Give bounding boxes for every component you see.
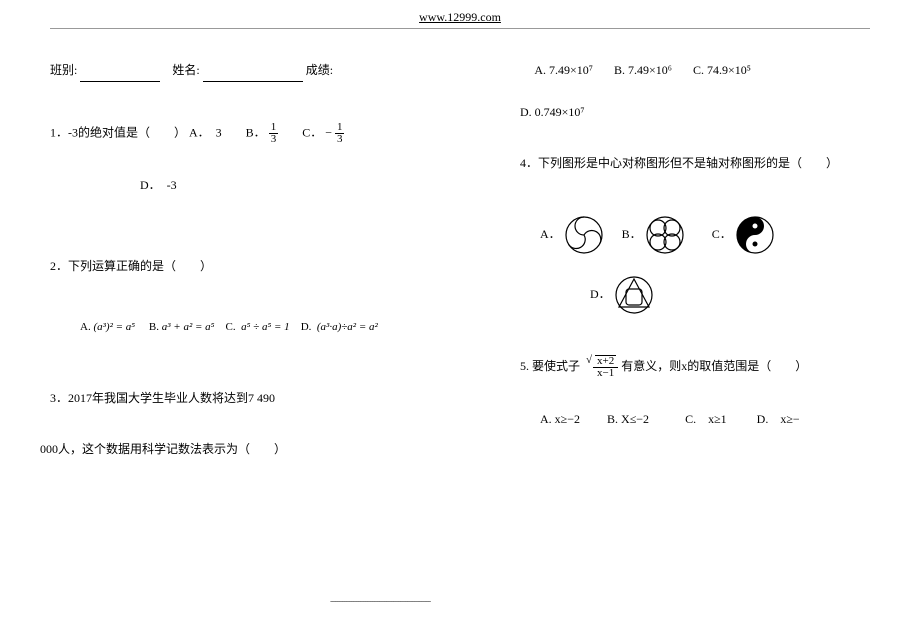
q2-D-expr: (a³·a)÷a² = a²: [317, 321, 378, 333]
q1-b-den: 3: [269, 134, 279, 145]
q2-A: A.: [80, 321, 91, 333]
q2-D: D.: [301, 321, 312, 333]
q5: 5. 要使式子 x+2 x−1 有意义，则x的取值范围是（ ）: [520, 355, 920, 379]
q5-C: C. x≥1: [685, 412, 727, 426]
q3-option-d: D. 0.749×10⁷: [520, 102, 920, 124]
q5-num: x+2: [593, 355, 618, 368]
q3-C: C. 74.9×10⁵: [693, 63, 751, 77]
q1-optB-frac: 1 3: [269, 122, 279, 145]
q3-B: B. 7.49×10⁶: [614, 63, 672, 77]
q1-c-num: 1: [335, 122, 345, 134]
score-label: 成绩:: [306, 63, 333, 77]
q5-suffix: 有意义，则x的取值范围是（ ）: [621, 359, 807, 373]
q4-C: C．: [712, 227, 732, 241]
q2-A-expr: (a³)² = a⁵: [93, 321, 135, 333]
q1-d-row: D． -3: [140, 175, 470, 197]
q2-options: A. (a³)² = a⁵ B. a³ + a² = a⁵ C. a⁵ ÷ a⁵…: [80, 318, 470, 338]
q1-c-den: 3: [335, 134, 345, 145]
q5-options: A. x≥−2 B. X≤−2 C. x≥1 D. x≥−: [540, 409, 920, 431]
header-url: www.12999.com: [419, 10, 501, 25]
q2-B-expr: a³ + a² = a⁵: [162, 321, 215, 333]
q4-B: B．: [622, 227, 642, 241]
q3-line2: 000人，这个数据用科学记数法表示为（ ）: [40, 439, 470, 461]
q1-optA: 3: [216, 125, 222, 139]
bottom-rule: ----------------------------------------…: [330, 596, 590, 607]
q5-frac: x+2 x−1: [593, 355, 618, 379]
left-column: 班别: 姓名: 成绩: 1．-3的绝对值是（ ） A． 3 B． 1 3 C． …: [50, 40, 470, 479]
q1-optC-frac: 1 3: [335, 122, 345, 145]
q2-C-expr: a⁵ ÷ a⁵ = 1: [241, 321, 290, 333]
right-column: A. 7.49×10⁷ B. 7.49×10⁶ C. 74.9×10⁵ D. 0…: [520, 40, 920, 448]
class-label: 班别:: [50, 63, 77, 77]
q3-A: A. 7.49×10⁷: [534, 63, 593, 77]
name-blank[interactable]: [203, 68, 303, 82]
q5-A: A. x≥−2: [540, 412, 580, 426]
q1-optA-label: A．: [189, 125, 210, 139]
petal-icon: [645, 215, 685, 255]
q5-den: x−1: [593, 368, 618, 379]
q2-stem: 2．下列运算正确的是（ ）: [50, 259, 212, 273]
q3-D: D. 0.749×10⁷: [520, 105, 585, 119]
q1: 1．-3的绝对值是（ ） A． 3 B． 1 3 C． − 1 3: [50, 122, 470, 145]
q1-optC-label: C．: [302, 125, 322, 139]
name-label: 姓名:: [172, 63, 199, 77]
triangle-square-icon: [614, 275, 654, 315]
q2: 2．下列运算正确的是（ ）: [50, 256, 470, 278]
top-rule: [50, 28, 870, 29]
q3-l2: 000人，这个数据用科学记数法表示为（ ）: [40, 442, 286, 456]
q5-B: B. X≤−2: [607, 412, 649, 426]
q5-D: D. x≥−: [757, 412, 800, 426]
q4-option-d: D．: [590, 275, 920, 315]
q4-D: D．: [590, 287, 611, 301]
sqrt-icon: x+2: [595, 355, 616, 367]
q4: 4．下列图形是中心对称图形但不是轴对称图形的是（ ）: [520, 153, 920, 175]
class-blank[interactable]: [80, 68, 160, 82]
q3-l1: 3．2017年我国大学生毕业人数将达到7 490: [50, 391, 275, 405]
q4-options-abc: A． B． C．: [540, 215, 920, 255]
q4-stem: 4．下列图形是中心对称图形但不是轴对称图形的是（ ）: [520, 156, 838, 170]
q1-optB-label: B．: [246, 125, 266, 139]
q2-B: B.: [149, 321, 159, 333]
page-content: 班别: 姓名: 成绩: 1．-3的绝对值是（ ） A． 3 B． 1 3 C． …: [50, 40, 870, 587]
q4-A: A．: [540, 227, 561, 241]
q2-C: C.: [225, 321, 235, 333]
q1-optD: -3: [167, 178, 177, 192]
q1-b-num: 1: [269, 122, 279, 134]
q1-optD-label: D．: [140, 178, 161, 192]
q1-neg: −: [325, 125, 332, 139]
q5-prefix: 5. 要使式子: [520, 359, 580, 373]
q1-stem: 1．-3的绝对值是（ ）: [50, 125, 186, 139]
yinyang-icon: [735, 215, 775, 255]
q3-line1: 3．2017年我国大学生毕业人数将达到7 490: [50, 388, 470, 410]
swirl-icon: [564, 215, 604, 255]
form-row: 班别: 姓名: 成绩:: [50, 60, 470, 82]
q3-options-abc: A. 7.49×10⁷ B. 7.49×10⁶ C. 74.9×10⁵: [520, 60, 920, 82]
